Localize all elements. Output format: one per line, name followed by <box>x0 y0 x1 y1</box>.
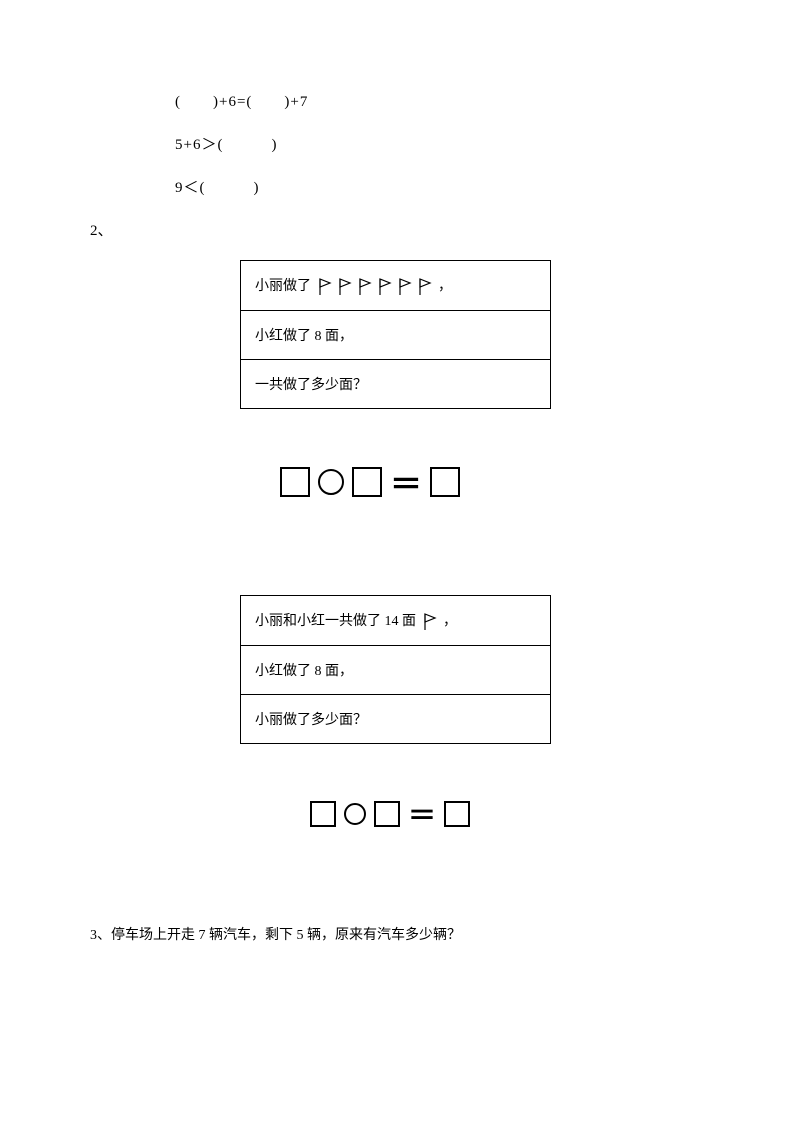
p1-row1-suffix: ， <box>438 279 452 294</box>
square-placeholder <box>444 801 470 827</box>
flag-icon <box>337 278 353 296</box>
flag-icon <box>357 278 373 296</box>
circle-placeholder <box>344 803 366 825</box>
flag-row-1 <box>315 278 435 296</box>
section-2-label: 2、 <box>90 219 703 240</box>
p1-row1-prefix: 小丽做了 <box>255 279 311 294</box>
square-placeholder <box>374 801 400 827</box>
equation-template-2: ＝ <box>310 794 703 834</box>
flag-icon <box>397 278 413 296</box>
equation-line-2: 5+6＞( ) <box>175 133 703 154</box>
table-row: 小丽做了 ， <box>241 261 551 311</box>
equation-line-3: 9＜( ) <box>175 176 703 197</box>
flag-row-2 <box>420 613 440 631</box>
circle-placeholder <box>318 469 344 495</box>
square-placeholder <box>310 801 336 827</box>
equals-sign: ＝ <box>408 794 436 834</box>
square-placeholder <box>280 467 310 497</box>
square-placeholder <box>430 467 460 497</box>
table-row: 一共做了多少面？ <box>241 359 551 408</box>
problem-2-table: 小丽和小红一共做了 14 面 ， 小红做了 8 面， 小丽做了多少面？ <box>240 595 551 744</box>
p2-row1-suffix: ， <box>443 614 457 629</box>
equals-sign: ＝ <box>390 459 422 505</box>
table-row: 小丽和小红一共做了 14 面 ， <box>241 595 551 645</box>
problem-1-table: 小丽做了 ， 小红做了 8 面， 一共做了多少面？ <box>240 260 551 409</box>
equation-template-1: ＝ <box>280 459 703 505</box>
flag-icon <box>377 278 393 296</box>
table-row: 小丽做了多少面？ <box>241 694 551 743</box>
equation-line-1: ( )+6=( )+7 <box>175 90 703 111</box>
square-placeholder <box>352 467 382 497</box>
flag-icon <box>417 278 433 296</box>
p2-row1-prefix: 小丽和小红一共做了 14 面 <box>255 614 416 629</box>
table-row: 小红做了 8 面， <box>241 645 551 694</box>
flag-icon <box>422 613 438 631</box>
flag-icon <box>317 278 333 296</box>
table-row: 小红做了 8 面， <box>241 310 551 359</box>
question-3: 3、停车场上开走 7 辆汽车，剩下 5 辆，原来有汽车多少辆？ <box>90 924 703 944</box>
